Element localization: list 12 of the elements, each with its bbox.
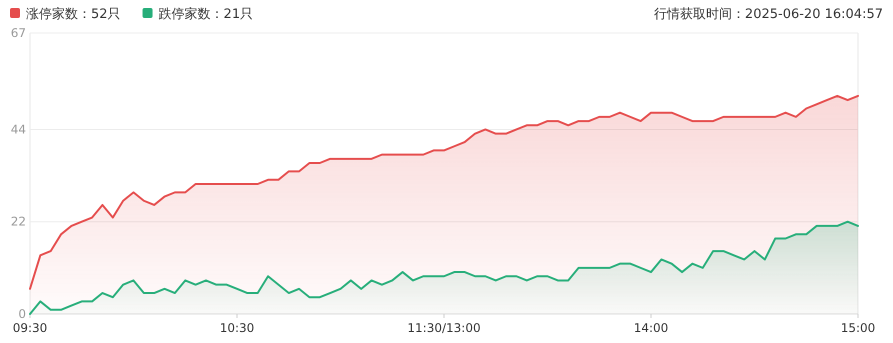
x-tick-label: 15:00: [840, 321, 876, 335]
y-tick-label: 22: [10, 214, 26, 229]
x-tick-label: 09:30: [12, 321, 48, 335]
x-tick-label: 11:30/13:00: [407, 321, 481, 335]
x-tick-label: 14:00: [634, 321, 668, 335]
y-tick-label: 67: [10, 26, 26, 40]
text: 行情获取时间：2025-06-20 16:04:57: [654, 7, 883, 22]
legend-label: 跌停家数：21只: [158, 6, 254, 22]
y-tick-label: 0: [18, 307, 26, 321]
y-tick-label: 44: [10, 122, 26, 136]
x-tick-label: 10:30: [220, 321, 254, 335]
legend-label: 涨停家数：52只: [26, 6, 121, 22]
